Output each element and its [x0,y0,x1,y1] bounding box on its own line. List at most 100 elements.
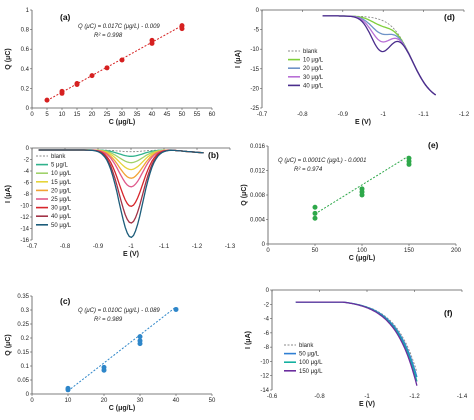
x-tick-label: 5 [45,112,49,118]
series-line [322,15,436,96]
x-tick-label: 15 [74,112,81,118]
x-axis-label: E (V) [355,119,371,126]
chart-panel-c: 0 0.05 0.1 0.15 0.2 0.25 0.3 0.35 0 10 20 30 40 50 C (… [5,294,216,412]
legend-label: 40 μg/L [303,83,324,89]
data-point [59,88,65,94]
y-tick-label: 0.4 [21,67,30,73]
chart-panel-f: 0 -2 -4 -6 -8 -10 -12 -14-0.6 -0.8 -1 -1.2 -1.4 E (V… [245,288,468,408]
chart-panel-a: 00.20.40.60.810 5 10 15 20 25 30 35 40 45 50 55 60C … [5,8,216,126]
x-tick-label: -1.3 [225,244,236,250]
legend-label: 50 μg/L [51,223,72,229]
y-axis-label: I (μA) [5,185,12,203]
y-tick-label: -2 [264,302,270,308]
chart-panel-d: 0 -5 -10 -15 -20 -25-0.7 -0.8 -0.9 -1 -1.1 -1.2 E (… [235,8,470,126]
x-tick-label: 55 [194,112,201,118]
data-point [173,306,179,312]
x-tick-label: 25 [104,112,111,118]
legend-label: 25 μg/L [51,197,72,203]
data-point [65,385,71,391]
data-point [89,73,95,79]
series-line [322,15,437,96]
y-tick-label: -10 [20,204,29,210]
data-point [119,57,125,63]
x-tick-label: -1.1 [159,244,170,250]
y-axis-label: I (μA) [245,331,252,349]
x-axis-label: C (μg/L) [109,119,135,126]
y-axis-label: I (μA) [235,50,242,68]
data-point [179,23,185,29]
chart-panel-b: 0 -2 -4 -6 -8 -10 -12 -14 -16-0.7 -0.8 -0.9 -1 -1.1 -… [5,146,236,258]
legend-label: blank [51,154,66,160]
legend-label: 40 μg/L [51,214,72,220]
data-point [137,334,143,340]
y-tick-label: -14 [260,388,269,394]
fit-line [67,306,177,392]
x-tick-label: 10 [59,112,66,118]
data-point [101,364,107,370]
legend-label: blank [303,49,318,55]
x-tick-label: 50 [179,112,186,118]
y-tick-label: 0.1 [21,364,30,370]
x-axis-label: E (V) [123,251,139,258]
y-tick-label: -20 [250,86,259,92]
x-tick-label: -0.8 [60,244,71,250]
x-tick-label: 20 [101,398,108,404]
y-tick-label: 0 [26,106,30,112]
y-tick-label: -4 [264,317,270,323]
r-squared: R² = 0.974 [294,167,323,173]
legend-label: 30 μg/L [303,75,324,81]
x-tick-label: -0.6 [267,394,278,400]
x-tick-label: -1.2 [409,394,420,400]
y-tick-label: 0.8 [21,28,30,34]
legend: blank 50 μg/L 100 μg/L 150 μg/L [284,343,323,375]
legend: blank 5 μg/L 10 μg/L 15 μg/L 20 μg/L 25 μg/L 3… [36,154,72,229]
y-tick-label: 0.05 [17,378,29,384]
y-tick-label: 0.016 [250,144,266,150]
y-axis-label: Q (μC) [5,48,12,69]
data-point [406,155,412,161]
fit-line [46,25,183,101]
legend-label: blank [299,343,314,349]
x-tick-label: 50 [312,248,319,254]
regression-equation: Q (μC) = 0.010C (μg/L) - 0.089 [78,308,160,314]
y-tick-label: -6 [264,331,270,337]
fit-line [314,155,410,215]
r-squared: R² = 0.998 [94,33,123,39]
x-tick-label: -1.4 [457,394,468,400]
panel-label: (b) [208,150,219,160]
chart-panel-e: 0 0.004 0.008 0.012 0.016 0 50 100 150 200 C (μg/L… [241,140,462,262]
y-tick-label: -25 [250,106,259,112]
y-tick-label: -12 [260,374,269,380]
y-axis-label: Q (μC) [241,184,248,205]
x-tick-label: 20 [89,112,96,118]
x-tick-label: -0.7 [257,112,268,118]
y-tick-label: -8 [264,345,270,351]
y-tick-label: 0.012 [250,169,266,175]
data-point [104,65,110,71]
data-point [359,186,365,192]
data-point [312,215,318,221]
panel-label: (e) [428,140,439,150]
x-tick-label: -1.2 [459,112,470,118]
legend: blank 10 μg/L 20 μg/L 30 μg/L 40 μg/L [288,49,324,89]
y-tick-label: 0 [266,288,270,294]
legend-label: 20 μg/L [303,66,324,72]
x-tick-label: 0 [30,398,34,404]
y-tick-label: 0 [256,8,260,14]
x-tick-label: -0.7 [27,244,38,250]
series-line [322,15,437,96]
y-axis-label: Q (μC) [5,334,12,355]
panel-label: (f) [444,308,453,318]
legend-label: 150 μg/L [299,369,323,375]
y-tick-label: -10 [260,359,269,365]
panel-label: (a) [60,12,71,22]
y-tick-label: -15 [250,67,259,73]
x-tick-label: 40 [173,398,180,404]
series-line [295,301,418,386]
series-line [322,15,437,96]
data-point [312,204,318,210]
legend-label: 100 μg/L [299,360,323,366]
y-tick-label: 0.3 [21,308,30,314]
y-tick-label: 0 [26,392,30,398]
y-tick-label: -16 [20,238,29,244]
